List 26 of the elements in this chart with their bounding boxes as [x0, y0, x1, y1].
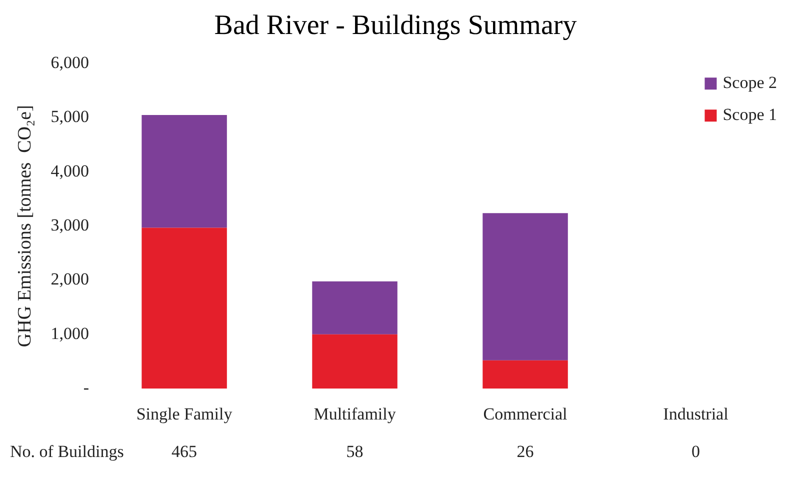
y-tick-label: - [83, 378, 90, 398]
text: No. of Buildings [10, 442, 124, 462]
bar [312, 334, 398, 389]
x-tick-label: Industrial [663, 404, 729, 424]
text: 0 [692, 442, 700, 462]
x-tick-label: Multifamily [314, 404, 396, 424]
legend-label: Scope 2 [722, 73, 777, 92]
y-axis-title: GHG Emissions [tonnes CO₂e] [14, 105, 36, 348]
legend-label: Scope 1 [722, 105, 777, 124]
bar [482, 360, 568, 389]
y-tick-label: 1,000 [50, 324, 90, 343]
y-tick-label: 2,000 [50, 270, 90, 289]
y-tick-label: 3,000 [50, 216, 90, 235]
x-tick-label: Single Family [136, 404, 233, 424]
y-tick-label: 5,000 [50, 107, 90, 126]
y-tick-label: 6,000 [50, 53, 90, 72]
text: 58 [346, 442, 364, 462]
bar [142, 115, 227, 228]
bar [482, 213, 568, 360]
y-tick-label: 4,000 [50, 161, 90, 180]
text: 465 [172, 442, 198, 462]
bar [142, 228, 227, 389]
chart-title: Bad River - Buildings Summary [214, 10, 577, 42]
bar [312, 281, 398, 334]
text: 26 [516, 442, 534, 462]
x-tick-label: Commercial [483, 404, 568, 424]
